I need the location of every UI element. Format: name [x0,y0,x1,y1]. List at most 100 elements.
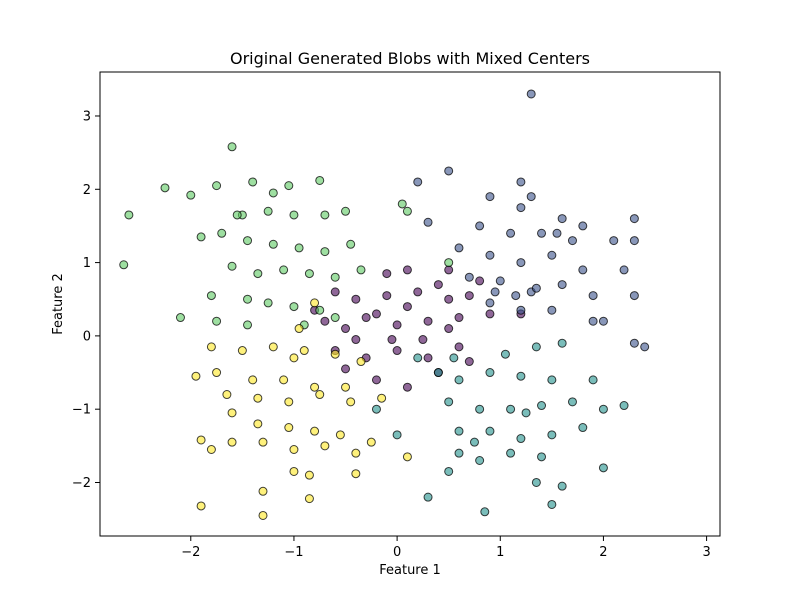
data-point [341,382,351,392]
data-point [330,349,340,359]
data-point [423,492,433,502]
data-point [310,298,320,308]
data-point [371,309,381,319]
data-point [289,353,299,363]
data-point [341,206,351,216]
data-point [119,260,129,270]
data-point [464,272,474,282]
data-point [475,276,485,286]
data-point [397,199,407,209]
data-point [413,287,423,297]
x-tick-label: 1 [496,545,504,560]
data-point [212,368,222,378]
data-point [402,265,412,275]
data-point [289,210,299,220]
data-point [444,258,454,268]
y-tick-label: 3 [83,109,91,124]
data-point [263,298,273,308]
data-point [516,177,526,187]
data-point [454,313,464,323]
data-point [567,397,577,407]
data-point [294,324,304,334]
data-point [227,261,237,271]
data-point [382,269,392,279]
data-point [206,445,216,454]
data-point [289,302,299,312]
data-point [531,283,541,293]
x-tick-label: 3 [702,545,710,560]
data-point [619,265,629,275]
data-point [609,236,619,246]
data-point [454,448,464,458]
data-point [258,486,268,496]
data-point [469,437,479,447]
data-point [371,375,381,385]
data-point [557,214,567,224]
data-point [516,305,526,315]
data-point [268,239,278,249]
data-point [315,305,325,315]
data-point [464,291,474,301]
y-tick-label: 2 [83,183,91,198]
data-point [454,426,464,436]
chart-title: Original Generated Blobs with Mixed Cent… [230,49,590,68]
data-point [268,342,278,352]
data-point [402,302,412,312]
data-point [248,375,258,385]
data-point [444,265,454,275]
data-point [206,291,216,301]
data-point [485,368,495,378]
data-point [402,382,412,392]
data-point [392,430,402,440]
data-point [485,192,495,202]
data-point [289,466,299,476]
data-point [320,210,330,220]
data-point [253,419,263,429]
data-point [243,236,253,246]
data-point [330,287,340,297]
x-tick-label: 2 [599,545,607,560]
data-point [588,375,598,385]
data-point [444,397,454,407]
data-point [310,426,320,436]
data-point [578,221,588,231]
data-point [480,507,490,517]
data-point [413,353,423,363]
data-point [475,221,485,231]
data-point [433,280,443,290]
data-point [186,190,196,200]
data-point [464,357,474,367]
axes-frame [99,71,721,537]
data-point [392,320,402,330]
data-point [526,192,536,202]
data-point [557,481,567,491]
data-point [232,210,242,220]
data-point [433,368,443,378]
x-axis: −2 −1 0 1 2 3 [181,536,711,560]
data-point [227,142,237,152]
data-point [490,287,500,297]
data-point [547,499,557,509]
y-tick-label: −1 [72,403,91,418]
data-point [196,501,206,511]
data-point [506,404,516,414]
data-point [330,272,340,282]
data-point [423,316,433,326]
data-point [506,228,516,238]
data-point [160,183,170,193]
data-point [289,445,299,454]
y-tick-label: 1 [83,256,91,271]
data-point [263,206,273,216]
y-axis-label: Feature 2 [51,273,66,335]
data-point [444,166,454,176]
data-point [444,466,454,476]
data-point [253,269,263,279]
data-point [578,265,588,275]
data-point [351,448,361,458]
data-point [547,430,557,440]
data-point [346,239,356,249]
data-point [227,437,237,447]
data-point [629,338,639,348]
data-point [279,375,289,385]
data-point [485,309,495,319]
